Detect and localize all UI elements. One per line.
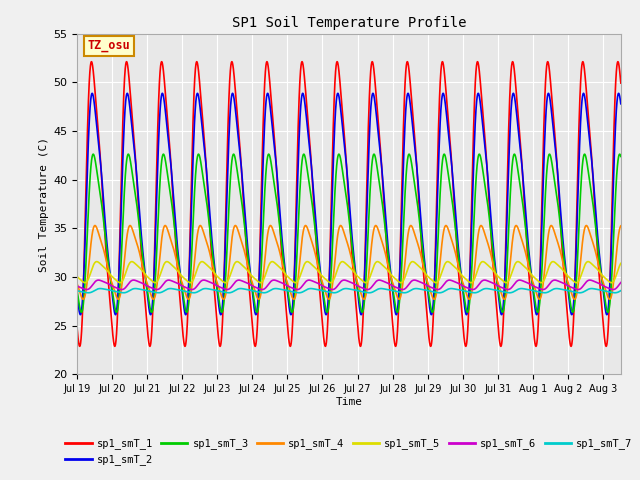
sp1_smT_1 (579, 59, 587, 65)
sp1_smT_3 (172, 236, 179, 241)
sp1_smT_2 (172, 224, 180, 229)
sp1_smT_1 (73, 322, 81, 328)
sp1_smT_2 (617, 101, 625, 107)
sp1_smT_3 (73, 286, 81, 291)
sp1_smT_1 (281, 290, 289, 296)
sp1_smT_7 (611, 290, 619, 296)
sp1_smT_4 (73, 280, 81, 286)
Line: sp1_smT_5: sp1_smT_5 (77, 262, 621, 283)
sp1_smT_6 (427, 284, 435, 290)
sp1_smT_4 (232, 223, 239, 228)
Line: sp1_smT_6: sp1_smT_6 (77, 280, 621, 289)
sp1_smT_6 (551, 277, 559, 283)
Title: SP1 Soil Temperature Profile: SP1 Soil Temperature Profile (232, 16, 466, 30)
sp1_smT_2 (73, 288, 81, 294)
sp1_smT_5 (479, 259, 487, 264)
Text: TZ_osu: TZ_osu (88, 39, 131, 52)
sp1_smT_3 (511, 151, 518, 157)
Line: sp1_smT_7: sp1_smT_7 (77, 288, 621, 293)
sp1_smT_6 (520, 278, 528, 284)
sp1_smT_2 (520, 190, 528, 196)
sp1_smT_5 (617, 261, 625, 266)
sp1_smT_7 (399, 290, 407, 296)
sp1_smT_2 (427, 311, 435, 316)
sp1_smT_7 (281, 287, 289, 293)
sp1_smT_3 (479, 167, 486, 172)
sp1_smT_3 (427, 304, 435, 310)
sp1_smT_7 (73, 288, 81, 294)
sp1_smT_5 (151, 280, 159, 286)
Line: sp1_smT_3: sp1_smT_3 (77, 154, 621, 312)
sp1_smT_4 (399, 278, 407, 284)
sp1_smT_5 (427, 276, 435, 282)
sp1_smT_3 (399, 234, 407, 240)
sp1_smT_1 (479, 109, 486, 115)
X-axis label: Time: Time (335, 397, 362, 407)
sp1_smT_1 (172, 241, 180, 247)
sp1_smT_2 (479, 123, 486, 129)
sp1_smT_2 (399, 169, 407, 175)
Legend: sp1_smT_1, sp1_smT_2, sp1_smT_3, sp1_smT_4, sp1_smT_5, sp1_smT_6, sp1_smT_7: sp1_smT_1, sp1_smT_2, sp1_smT_3, sp1_smT… (61, 434, 636, 469)
sp1_smT_3 (281, 267, 289, 273)
sp1_smT_1 (399, 134, 407, 140)
Y-axis label: Soil Temperature (C): Soil Temperature (C) (39, 136, 49, 272)
sp1_smT_5 (281, 271, 289, 276)
sp1_smT_4 (430, 297, 438, 302)
sp1_smT_5 (520, 264, 528, 269)
sp1_smT_6 (399, 287, 407, 292)
sp1_smT_4 (172, 254, 179, 260)
sp1_smT_4 (617, 223, 625, 229)
sp1_smT_7 (427, 288, 435, 294)
Line: sp1_smT_4: sp1_smT_4 (77, 226, 621, 300)
sp1_smT_1 (427, 343, 435, 349)
sp1_smT_4 (479, 226, 487, 231)
sp1_smT_6 (172, 279, 180, 285)
sp1_smT_1 (111, 343, 118, 349)
sp1_smT_3 (617, 154, 625, 159)
sp1_smT_2 (281, 264, 289, 270)
sp1_smT_3 (520, 213, 528, 218)
sp1_smT_7 (483, 286, 490, 291)
sp1_smT_6 (281, 281, 289, 287)
sp1_smT_1 (617, 80, 625, 86)
sp1_smT_1 (520, 199, 528, 205)
sp1_smT_2 (615, 90, 623, 96)
sp1_smT_2 (77, 312, 84, 318)
sp1_smT_4 (281, 271, 289, 276)
Line: sp1_smT_1: sp1_smT_1 (77, 62, 621, 346)
sp1_smT_5 (73, 274, 81, 279)
sp1_smT_5 (93, 259, 100, 264)
sp1_smT_5 (399, 278, 407, 284)
sp1_smT_3 (569, 310, 577, 315)
sp1_smT_7 (172, 287, 179, 292)
sp1_smT_6 (617, 280, 625, 286)
sp1_smT_7 (520, 286, 528, 292)
sp1_smT_6 (73, 283, 81, 288)
sp1_smT_4 (427, 289, 435, 295)
sp1_smT_4 (520, 245, 528, 251)
sp1_smT_5 (172, 266, 180, 272)
Line: sp1_smT_2: sp1_smT_2 (77, 93, 621, 315)
sp1_smT_6 (83, 287, 90, 292)
sp1_smT_7 (479, 287, 486, 292)
sp1_smT_6 (479, 277, 486, 283)
sp1_smT_7 (617, 288, 625, 294)
